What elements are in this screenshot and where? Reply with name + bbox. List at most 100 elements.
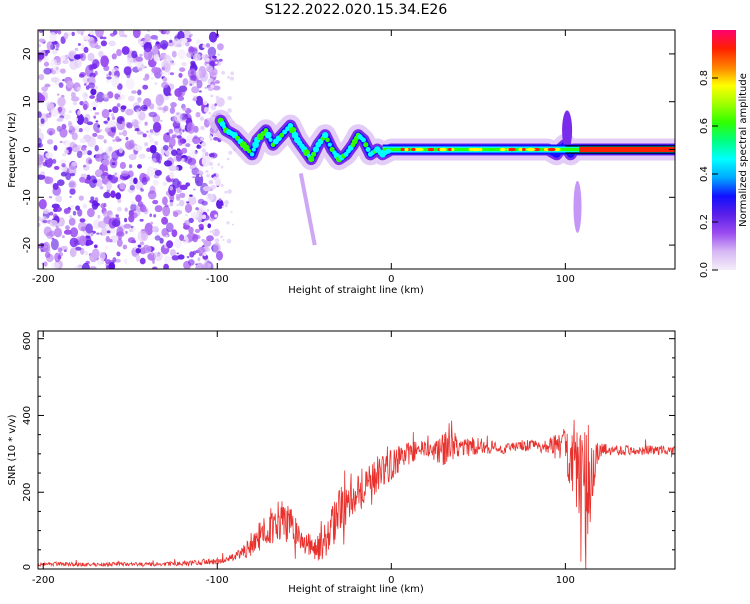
noise-blob [53,145,58,151]
ridge-peak [327,142,332,147]
noise-blob [79,218,86,223]
snr-ticks: -200 -100 0 100 0 200 400 600 [22,331,675,586]
noise-blob [208,180,214,185]
noise-blob [49,211,54,216]
noise-blob [111,116,116,120]
noise-blob [163,160,173,167]
noise-blob [85,81,89,84]
noise-blob [193,188,196,191]
noise-blob [213,134,217,137]
noise-blob [89,95,95,99]
noise-blob [109,239,113,243]
noise-blob [109,32,116,37]
noise-speck [200,125,205,131]
noise-blob [208,153,215,158]
noise-blob [171,255,180,261]
noise-speck [214,214,218,218]
snr-plot-area [38,331,675,569]
noise-blob [106,181,112,191]
x-tick-label: 100 [556,575,575,586]
noise-blob [46,128,56,136]
noise-blob [216,199,224,210]
noise-blob [157,252,161,254]
noise-blob [180,124,186,130]
noise-blob [43,61,50,67]
noise-speck [227,95,232,101]
noise-blob [174,238,182,249]
noise-speck [226,221,230,225]
noise-blob [108,71,112,76]
noise-blob [83,103,88,111]
noise-blob [119,182,126,190]
noise-blob [218,58,223,62]
noise-blob [181,147,188,154]
noise-blob [188,217,194,224]
noise-blob [154,251,163,262]
noise-blob [150,221,154,225]
noise-blob [55,195,63,203]
noise-blob [43,67,52,75]
noise-blob [41,86,48,92]
noise-blob [151,266,158,269]
noise-blob [92,179,98,184]
noise-blob [140,64,145,69]
noise-blob [188,149,198,159]
noise-blob [154,205,163,213]
noise-blob [137,99,142,104]
noise-blob [44,83,51,88]
carrier-hotspot [547,147,556,152]
noise-blob [93,122,100,132]
noise-blob [143,77,148,81]
noise-blob [176,252,179,255]
noise-blob [153,168,158,171]
noise-blob [161,66,165,71]
noise-blob [74,57,82,69]
noise-blob [147,30,151,33]
noise-blob [116,238,123,247]
noise-blob [93,244,98,249]
noise-blob [190,74,197,81]
noise-blob [61,167,65,171]
noise-blob [78,128,83,133]
noise-blob [186,201,190,204]
noise-blob [116,49,122,57]
noise-blob [198,224,204,228]
noise-blob [169,106,176,115]
carrier-hotspot [411,147,416,152]
noise-blob [63,229,72,235]
noise-blob [89,40,98,49]
noise-blob [169,72,175,76]
noise-blob [61,235,65,239]
noise-blob [154,235,161,241]
noise-speck [221,205,224,208]
noise-blob [179,192,186,198]
noise-blob [84,126,90,133]
noise-blob [101,227,107,236]
noise-blob [132,118,135,123]
noise-blob [85,179,91,184]
noise-blob [133,105,142,113]
noise-speck [215,95,220,100]
noise-blob [207,46,217,58]
noise-blob [202,262,211,269]
noise-blob [99,185,104,190]
noise-blob [141,230,149,242]
noise-blob [188,195,197,206]
noise-speck [217,53,221,56]
noise-blob [95,30,104,38]
noise-blob [50,108,59,117]
noise-blob [97,134,105,140]
noise-blob [50,77,59,83]
noise-blob [38,111,42,118]
noise-blob [57,179,65,186]
noise-blob [149,137,155,144]
noise-blob [187,259,195,266]
noise-blob [108,109,112,113]
noise-blob [205,43,211,48]
noise-blob [135,109,139,112]
noise-blob [57,30,62,35]
x-tick-label: -200 [32,274,55,285]
noise-blob [91,63,98,70]
noise-blob [117,198,122,203]
